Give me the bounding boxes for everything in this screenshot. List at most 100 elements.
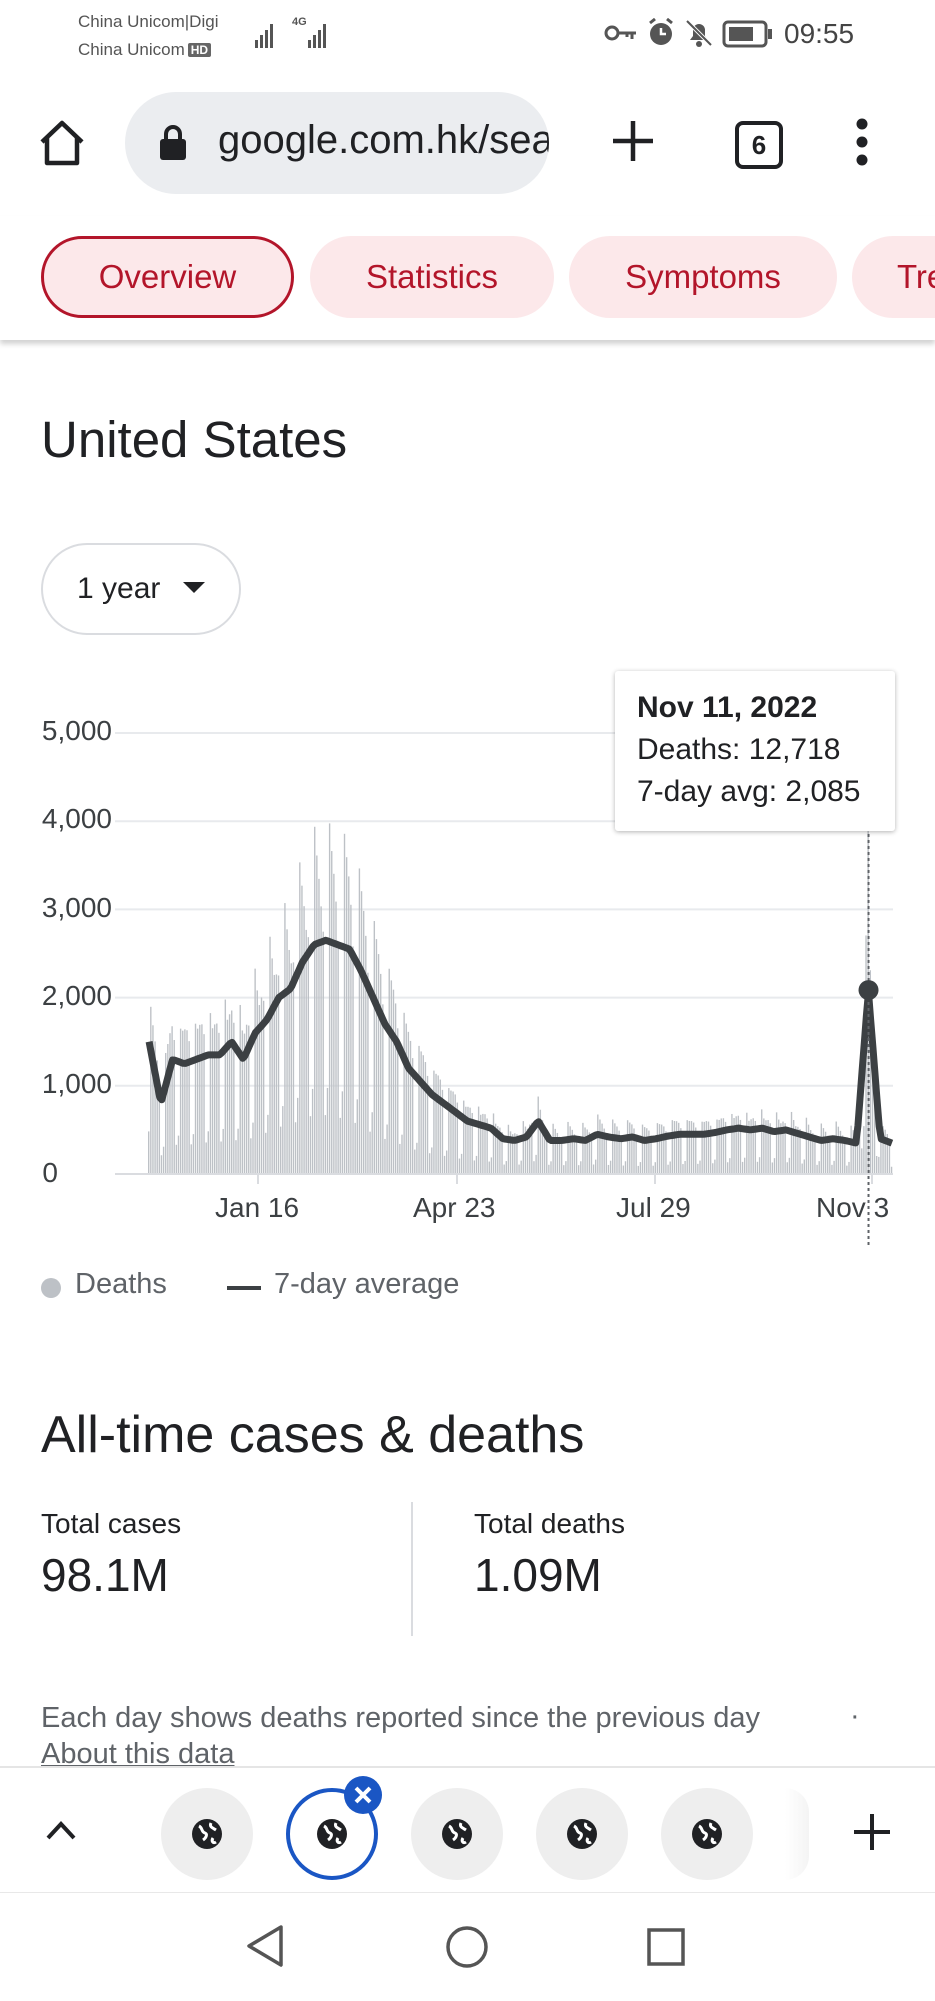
deaths-bar <box>890 1166 893 1174</box>
deaths-bar <box>173 1040 175 1174</box>
deaths-bar <box>718 1119 720 1174</box>
deaths-bar <box>837 1126 840 1174</box>
caret-down-icon <box>183 582 205 593</box>
deaths-bar <box>567 1121 569 1174</box>
deaths-bar <box>514 1133 516 1174</box>
tab-thumbnail-active[interactable] <box>286 1776 382 1880</box>
deaths-bar <box>814 1134 816 1174</box>
deaths-bar <box>558 1136 561 1174</box>
deaths-bar <box>605 1135 608 1174</box>
deaths-bar <box>390 980 393 1174</box>
deaths-bar <box>231 1010 233 1174</box>
bell-off-icon <box>685 19 713 47</box>
deaths-bar <box>188 1041 190 1174</box>
back-icon[interactable] <box>245 1923 285 1969</box>
deaths-bar <box>473 1160 476 1174</box>
deaths-bar <box>839 1130 842 1174</box>
section-heading: All-time cases & deaths <box>41 1406 585 1464</box>
x-tick: Jul 29 <box>616 1192 691 1223</box>
deaths-bar <box>699 1160 701 1174</box>
total-cases-value: 98.1M <box>41 1549 169 1601</box>
carrier-name-1: China Unicom|Digi <box>78 12 219 31</box>
deaths-bar <box>565 1161 567 1174</box>
y-tick: 1,000 <box>41 1068 112 1099</box>
time-range-dropdown[interactable]: 1 year <box>41 543 241 635</box>
deaths-bar <box>256 990 258 1174</box>
menu-icon[interactable] <box>852 118 872 166</box>
deaths-bar <box>471 1112 473 1174</box>
deaths-bar <box>846 1165 848 1174</box>
x-tick: Jan 16 <box>215 1192 300 1223</box>
deaths-bar <box>477 1106 480 1174</box>
chevron-up-icon[interactable] <box>44 1818 78 1842</box>
chip-treatments[interactable]: Treatments <box>852 236 935 318</box>
new-tab-plus-icon[interactable] <box>852 1812 892 1852</box>
time-range-label: 1 year <box>77 572 161 605</box>
deaths-bar <box>695 1127 697 1174</box>
deaths-bar <box>469 1107 471 1174</box>
deaths-bar <box>792 1119 795 1174</box>
deaths-bar <box>314 826 316 1174</box>
about-data-link[interactable]: About this data <box>41 1738 235 1770</box>
tab-thumbnail[interactable] <box>161 1788 253 1880</box>
deaths-bar <box>635 1135 637 1174</box>
tab-thumbnail[interactable] <box>411 1788 503 1880</box>
deaths-bar <box>648 1130 650 1174</box>
deaths-bar <box>452 1091 454 1174</box>
deaths-bar <box>465 1106 467 1174</box>
deaths-bar <box>492 1113 495 1174</box>
deaths-bar <box>418 1045 420 1174</box>
recents-icon[interactable] <box>646 1927 686 1967</box>
deaths-bar <box>196 1028 199 1174</box>
deaths-bar <box>303 906 305 1174</box>
chip-symptoms[interactable]: Symptoms <box>569 236 837 318</box>
deaths-bar <box>239 1004 241 1174</box>
home-icon[interactable] <box>37 118 87 168</box>
deaths-bar <box>356 1099 358 1174</box>
deaths-bar <box>456 1102 459 1174</box>
deaths-bar <box>409 1040 412 1174</box>
signal-4g-icon: 4G <box>292 16 340 48</box>
deaths-bar <box>818 1161 820 1174</box>
system-nav-bar <box>0 1892 935 2001</box>
deaths-bar <box>516 1134 518 1174</box>
deaths-bar <box>341 1091 344 1174</box>
deaths-bar <box>503 1164 505 1174</box>
deaths-bar <box>467 1106 469 1174</box>
deaths-bar <box>335 901 337 1174</box>
deaths-bar <box>543 1126 546 1174</box>
deaths-bar <box>192 1134 195 1174</box>
deaths-bar <box>365 935 367 1174</box>
home-circle-icon[interactable] <box>445 1925 489 1969</box>
tooltip-deaths: Deaths: 12,718 <box>637 733 841 766</box>
deaths-bar <box>403 1012 405 1174</box>
deaths-bar <box>531 1122 533 1174</box>
tab-switcher-button[interactable]: 6 <box>735 121 783 169</box>
deaths-bar <box>831 1164 833 1174</box>
deaths-bar <box>671 1120 674 1174</box>
deaths-bar <box>162 1146 165 1174</box>
close-tab-icon[interactable] <box>344 1776 382 1814</box>
deaths-bar <box>228 1014 231 1174</box>
deaths-bar <box>537 1096 539 1174</box>
deaths-bar <box>622 1165 625 1174</box>
deaths-bar <box>354 1122 356 1174</box>
deaths-bar <box>771 1162 774 1174</box>
deaths-bar <box>880 1121 882 1174</box>
y-tick: 5,000 <box>41 715 112 746</box>
deaths-bar <box>729 1158 731 1174</box>
chip-statistics[interactable]: Statistics <box>310 236 554 318</box>
tab-thumbnail[interactable] <box>661 1788 753 1880</box>
separator-dot: · <box>850 1700 860 1732</box>
deaths-bar <box>486 1118 488 1174</box>
plus-icon[interactable] <box>610 118 656 164</box>
address-bar[interactable]: google.com.hk/search <box>125 92 549 194</box>
deaths-bar <box>665 1131 667 1174</box>
deaths-bar <box>158 1084 161 1174</box>
deaths-bar <box>511 1134 514 1174</box>
deaths-bar <box>213 1024 216 1174</box>
chart-legend: Deaths 7-day average <box>41 1268 741 1308</box>
deaths-bar <box>546 1131 548 1174</box>
tab-thumbnail[interactable] <box>536 1788 628 1880</box>
chip-overview[interactable]: Overview <box>41 236 294 318</box>
